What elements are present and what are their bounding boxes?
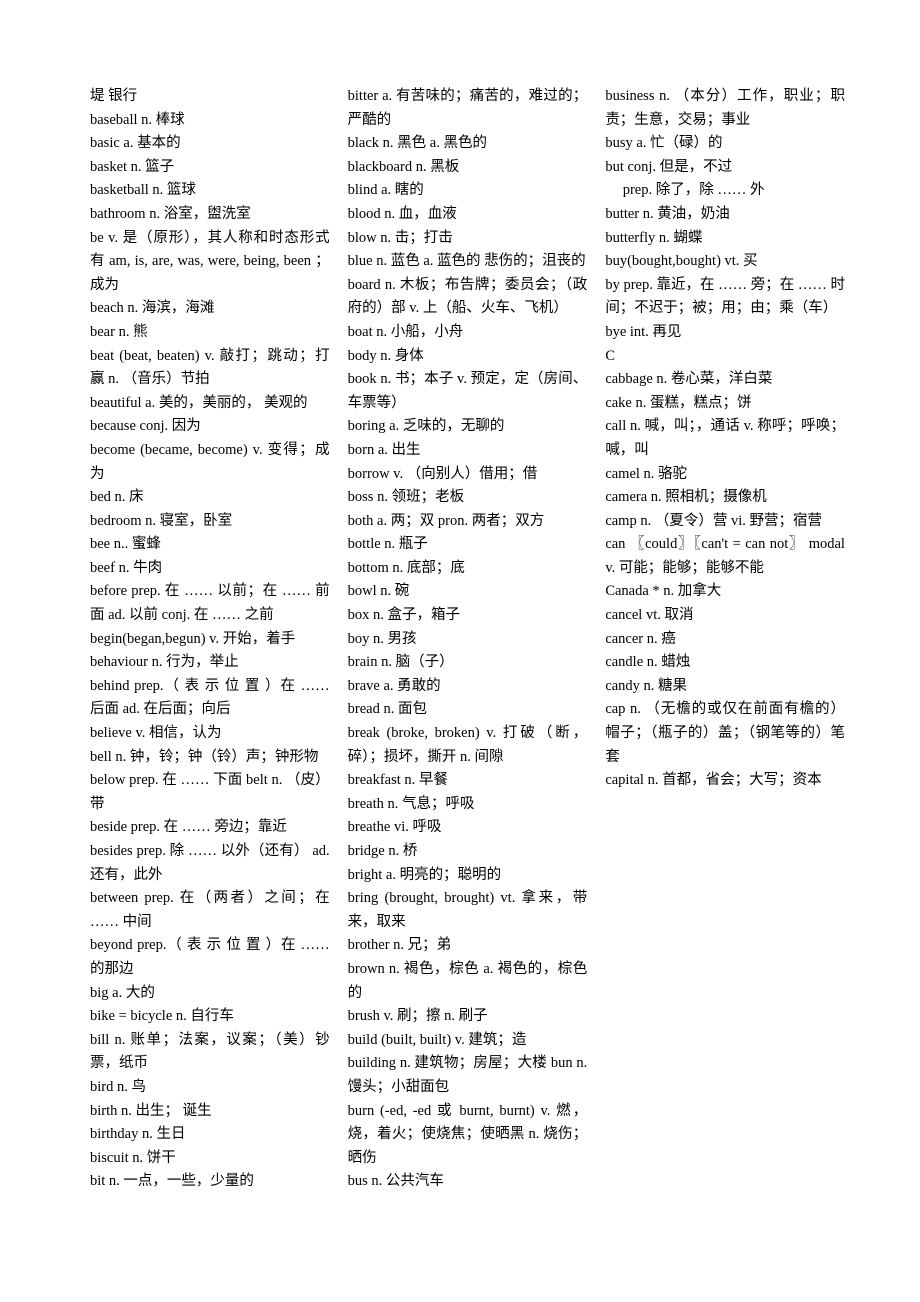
vocab-entry: beach n. 海滨，海滩 — [90, 297, 330, 321]
vocab-entry: but conj. 但是，不过 — [605, 156, 845, 180]
vocab-entry: camp n. （夏令）营 vi. 野营；宿营 — [605, 510, 845, 534]
vocab-entry: behind prep.（ 表 示 位 置 ）在 …… 后面 ad. 在后面；向… — [90, 675, 330, 722]
vocab-entry: birthday n. 生日 — [90, 1123, 330, 1147]
vocab-entry: book n. 书；本子 v. 预定，定（房间、车票等） — [348, 368, 588, 415]
section-letter: C — [605, 345, 845, 369]
vocab-entry: business n. （本分）工作，职业；职责；生意，交易；事业 — [605, 85, 845, 132]
vocab-entry: bright a. 明亮的；聪明的 — [348, 864, 588, 888]
vocab-entry: bear n. 熊 — [90, 321, 330, 345]
vocab-entry: bowl n. 碗 — [348, 580, 588, 604]
vocab-entry: black n. 黑色 a. 黑色的 — [348, 132, 588, 156]
vocab-entry: bitter a. 有苦味的；痛苦的，难过的；严酷的 — [348, 85, 588, 132]
vocab-entry: basket n. 篮子 — [90, 156, 330, 180]
vocab-entry: building n. 建筑物；房屋；大楼 bun n. 馒头；小甜面包 — [348, 1052, 588, 1099]
vocab-entry: capital n. 首都，省会；大写；资本 — [605, 769, 845, 793]
vocab-entry: camel n. 骆驼 — [605, 463, 845, 487]
vocab-entry: prep. 除了，除 …… 外 — [605, 179, 845, 203]
vocab-entry: cancel vt. 取消 — [605, 604, 845, 628]
vocab-entry: because conj. 因为 — [90, 415, 330, 439]
vocab-entry: build (built, built) v. 建筑；造 — [348, 1029, 588, 1053]
vocab-entry: born a. 出生 — [348, 439, 588, 463]
vocab-entry: basic a. 基本的 — [90, 132, 330, 156]
vocab-entry: blood n. 血，血液 — [348, 203, 588, 227]
vocab-entry: cake n. 蛋糕，糕点；饼 — [605, 392, 845, 416]
vocab-entry: bridge n. 桥 — [348, 840, 588, 864]
vocab-entry: brain n. 脑（子） — [348, 651, 588, 675]
vocab-entry: beside prep. 在 …… 旁边；靠近 — [90, 816, 330, 840]
vocab-entry: bottle n. 瓶子 — [348, 533, 588, 557]
vocab-entry: blind a. 瞎的 — [348, 179, 588, 203]
vocab-entry: buy(bought,bought) vt. 买 — [605, 250, 845, 274]
vocab-entry: butterfly n. 蝴蝶 — [605, 227, 845, 251]
vocab-entry: beat (beat, beaten) v. 敲打；跳动；打赢 n. （音乐）节… — [90, 345, 330, 392]
vocab-entry: cap n. （无檐的或仅在前面有檐的）帽子；（瓶子的）盖；（钢笔等的）笔套 — [605, 698, 845, 769]
vocab-entry: bill n. 账单；法案，议案；（美）钞票，纸币 — [90, 1029, 330, 1076]
vocab-entry: brown n. 褐色，棕色 a. 褐色的，棕色的 — [348, 958, 588, 1005]
vocab-entry: cancer n. 癌 — [605, 628, 845, 652]
vocab-entry: bread n. 面包 — [348, 698, 588, 722]
vocab-entry: brush v. 刷；擦 n. 刷子 — [348, 1005, 588, 1029]
vocab-entry: breathe vi. 呼吸 — [348, 816, 588, 840]
vocab-entry: become (became, become) v. 变得；成为 — [90, 439, 330, 486]
vocab-entry: brave a. 勇敢的 — [348, 675, 588, 699]
vocab-entry: Canada * n. 加拿大 — [605, 580, 845, 604]
vocab-entry: bathroom n. 浴室，盥洗室 — [90, 203, 330, 227]
vocab-entry: brother n. 兄；弟 — [348, 934, 588, 958]
vocab-entry: be v. 是（原形），其人称和时态形式有 am, is, are, was, … — [90, 227, 330, 298]
vocab-entry: busy a. 忙（碌）的 — [605, 132, 845, 156]
vocab-entry: bird n. 鸟 — [90, 1076, 330, 1100]
vocab-entry: butter n. 黄油，奶油 — [605, 203, 845, 227]
vocab-entry: bell n. 钟，铃；钟（铃）声；钟形物 — [90, 746, 330, 770]
vocab-entry: board n. 木板；布告牌；委员会；（政府的）部 v. 上（船、火车、飞机） — [348, 274, 588, 321]
vocab-entry: boy n. 男孩 — [348, 628, 588, 652]
vocab-entry: below prep. 在 …… 下面 belt n. （皮）带 — [90, 769, 330, 816]
vocab-entry: 堤 银行 — [90, 85, 330, 109]
vocab-entry: by prep. 靠近，在 …… 旁；在 …… 时间；不迟于；被；用；由；乘（车… — [605, 274, 845, 321]
vocab-entry: believe v. 相信，认为 — [90, 722, 330, 746]
vocab-entry: burn (-ed, -ed 或 burnt, burnt) v. 燃，烧，着火… — [348, 1100, 588, 1171]
vocab-entry: blackboard n. 黑板 — [348, 156, 588, 180]
vocab-entry: blow n. 击；打击 — [348, 227, 588, 251]
vocab-entry: bus n. 公共汽车 — [348, 1170, 588, 1194]
vocab-entry: boat n. 小船，小舟 — [348, 321, 588, 345]
vocab-entry: boss n. 领班；老板 — [348, 486, 588, 510]
vocab-entry: beyond prep.（ 表 示 位 置 ）在 …… 的那边 — [90, 934, 330, 981]
vocab-entry: candle n. 蜡烛 — [605, 651, 845, 675]
vocab-entry: boring a. 乏味的，无聊的 — [348, 415, 588, 439]
vocab-entry: box n. 盒子，箱子 — [348, 604, 588, 628]
vocab-entry: basketball n. 篮球 — [90, 179, 330, 203]
vocab-entry: candy n. 糖果 — [605, 675, 845, 699]
vocab-entry: bedroom n. 寝室，卧室 — [90, 510, 330, 534]
vocab-entry: birth n. 出生； 诞生 — [90, 1100, 330, 1124]
vocab-entry: bee n.. 蜜蜂 — [90, 533, 330, 557]
vocab-entry: beef n. 牛肉 — [90, 557, 330, 581]
vocab-entry: baseball n. 棒球 — [90, 109, 330, 133]
vocab-entry: biscuit n. 饼干 — [90, 1147, 330, 1171]
vocab-entry: breath n. 气息；呼吸 — [348, 793, 588, 817]
vocab-entry: breakfast n. 早餐 — [348, 769, 588, 793]
vocabulary-page: 堤 银行baseball n. 棒球basic a. 基本的basket n. … — [0, 0, 920, 1302]
vocab-entry: bike = bicycle n. 自行车 — [90, 1005, 330, 1029]
vocab-entry: behaviour n. 行为，举止 — [90, 651, 330, 675]
vocab-entry: before prep. 在 …… 以前；在 …… 前面 ad. 以前 conj… — [90, 580, 330, 627]
vocab-entry: blue n. 蓝色 a. 蓝色的 悲伤的；沮丧的 — [348, 250, 588, 274]
vocab-entry: bring (brought, brought) vt. 拿来，带来，取来 — [348, 887, 588, 934]
vocab-entry: besides prep. 除 …… 以外（还有） ad. 还有，此外 — [90, 840, 330, 887]
vocab-entry: both a. 两；双 pron. 两者；双方 — [348, 510, 588, 534]
vocab-entry: begin(began,begun) v. 开始，着手 — [90, 628, 330, 652]
vocab-entry: bye int. 再见 — [605, 321, 845, 345]
vocab-entry: call n. 喊，叫；，通话 v. 称呼；呼唤；喊，叫 — [605, 415, 845, 462]
vocab-entry: cabbage n. 卷心菜，洋白菜 — [605, 368, 845, 392]
vocab-entry: break (broke, broken) v. 打破（断，碎）；损坏，撕开 n… — [348, 722, 588, 769]
vocab-entry: camera n. 照相机；摄像机 — [605, 486, 845, 510]
vocab-entry: beautiful a. 美的，美丽的， 美观的 — [90, 392, 330, 416]
vocab-entry: between prep. 在（两者）之间；在 …… 中间 — [90, 887, 330, 934]
vocab-entry: body n. 身体 — [348, 345, 588, 369]
vocab-entry: can 〖could〗〖can't = can not〗 modal v. 可能… — [605, 533, 845, 580]
vocab-entry: bit n. 一点，一些，少量的 — [90, 1170, 330, 1194]
vocab-entry: big a. 大的 — [90, 982, 330, 1006]
vocab-entry: bottom n. 底部；底 — [348, 557, 588, 581]
vocab-entry: bed n. 床 — [90, 486, 330, 510]
vocab-entry: borrow v. （向别人）借用；借 — [348, 463, 588, 487]
